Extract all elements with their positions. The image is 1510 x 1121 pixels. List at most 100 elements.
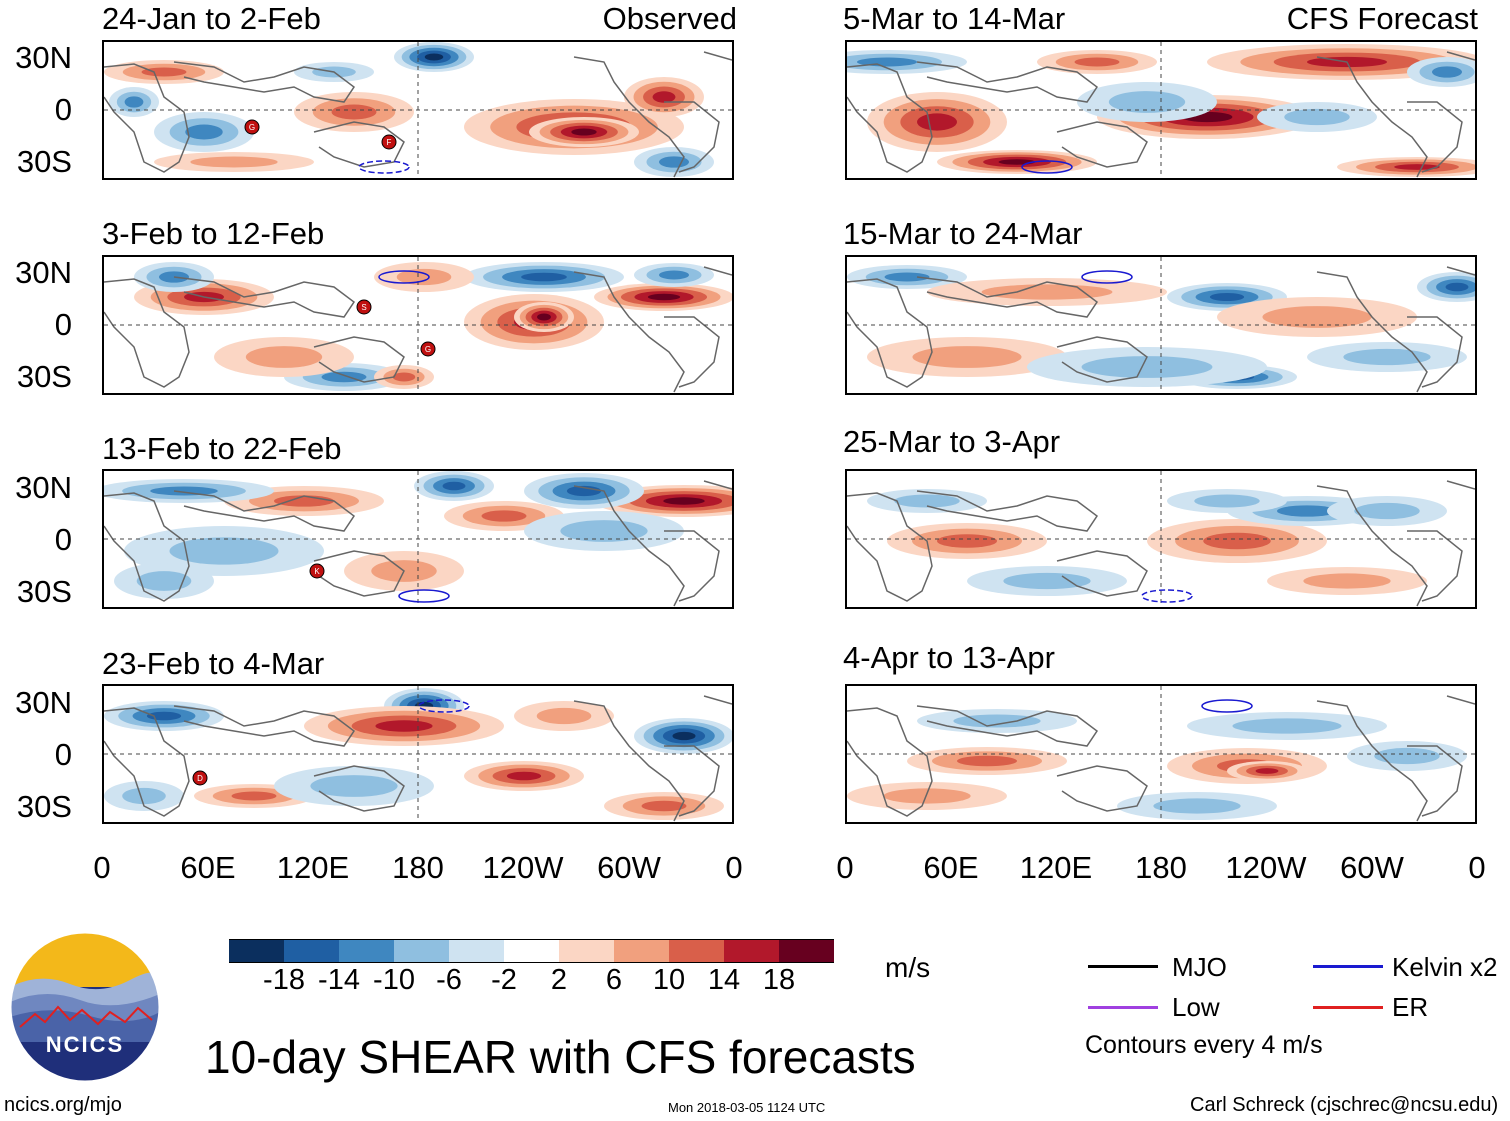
positive-shear-anomaly [1303,573,1391,589]
colorbar-swatch [669,940,724,962]
coastline [916,705,1099,747]
negative-shear-anomaly [659,156,689,168]
panel-title-fc-3: 25-Mar to 3-Apr [843,424,1061,459]
coastline [313,550,405,597]
colorbar-unit: m/s [885,952,931,983]
coastline [1316,271,1428,393]
coastline [703,266,732,276]
lon-label-60e: 60E [923,850,979,885]
colorbar-tick-label: -6 [436,964,462,996]
storm-marker-label: D [197,774,203,783]
storm-marker: D [192,770,208,786]
positive-shear-anomaly [396,268,452,286]
coastline [1316,56,1428,178]
shear-field-map [847,257,1475,393]
lon-label-60w: 60W [1340,850,1404,885]
map-panel-fc-1 [845,40,1477,180]
negative-shear-anomaly [310,775,398,797]
coastline [573,485,685,607]
positive-shear-anomaly [663,497,705,505]
colorbar-tick-label: 10 [652,964,686,996]
coastline [847,278,933,388]
kelvin-contour [378,270,430,284]
positive-shear-anomaly [917,113,957,131]
lon-label-180: 180 [392,850,444,885]
negative-shear-anomaly [1003,572,1091,590]
shear-field-map [847,42,1475,178]
coastline [104,492,190,602]
negative-shear-anomaly [953,714,1041,728]
negative-shear-anomaly [1232,718,1342,734]
negative-shear-anomaly [1445,282,1469,292]
coastline [1056,765,1148,812]
positive-shear-anomaly [274,495,334,507]
positive-shear-anomaly [937,534,997,548]
positive-shear-anomaly [1394,164,1440,170]
storm-marker-label: G [249,123,255,132]
main-title: 10-day SHEAR with CFS forecasts [205,1031,916,1083]
negative-shear-anomaly [1343,348,1431,366]
storm-marker-label: F [387,138,392,147]
positive-shear-anomaly [957,755,1017,767]
coastline [847,707,933,817]
negative-shear-anomaly [185,124,223,140]
negative-shear-anomaly [1108,91,1186,113]
map-panel-fc-3 [845,469,1477,609]
colorbar-tick-label: -10 [373,964,415,996]
coastline [847,63,933,173]
coastline [1407,530,1463,602]
shear-field-map [847,686,1475,822]
storm-marker: K [309,563,325,579]
colorbar-tick-label: 14 [707,964,741,996]
colorbar-tick-label: -18 [263,964,305,996]
panel-title-obs-4: 23-Feb to 4-Mar [102,646,325,681]
kelvin-contour [1021,160,1073,174]
legend-line-low [1088,1006,1158,1009]
positive-shear-anomaly [652,91,676,103]
panel-title-fc-2: 15-Mar to 24-Mar [843,216,1083,251]
negative-shear-anomaly [1354,502,1420,520]
coastline [703,695,732,705]
shear-field-map: GF [104,42,732,178]
positive-shear-anomaly [392,372,416,382]
lat-label-30s: 30S [16,789,72,824]
colorbar-swatch [284,940,339,962]
coastline [173,61,356,103]
lat-label-eq: 0 [54,307,72,342]
lon-label-120e: 120E [1019,850,1093,885]
legend-label-mjo: MJO [1172,952,1227,982]
coastline [173,490,356,532]
storm-marker: F [381,134,397,150]
positive-shear-anomaly [1074,57,1120,67]
lon-label-180: 180 [1135,850,1187,885]
map-panel-fc-4 [845,684,1477,824]
storm-marker: S [356,299,372,315]
coastline [1056,336,1148,383]
positive-shear-anomaly [981,284,1113,300]
negative-shear-anomaly [442,481,466,491]
positive-shear-anomaly [375,720,433,732]
lat-label-30s: 30S [16,144,72,179]
coastline [1446,266,1475,276]
positive-shear-anomaly [647,293,681,301]
negative-shear-anomaly [150,486,218,496]
coastline [1316,700,1428,822]
kelvin-contour [1141,589,1193,603]
legend-line-er [1313,1006,1383,1009]
lat-label-30s: 30S [16,574,72,609]
lon-label-60w: 60W [597,850,661,885]
kelvin-contour [358,160,410,174]
panel-title-obs-3: 13-Feb to 22-Feb [102,431,342,466]
negative-shear-anomaly [1432,66,1462,78]
coastline [573,56,685,178]
colorbar-swatch [394,940,449,962]
legend-label-kelvin: Kelvin x2 [1392,952,1498,982]
coastline [664,101,720,173]
lon-label-0: 0 [93,850,111,885]
coastline [703,51,732,61]
cfs-forecast-label: CFS Forecast [1286,1,1478,36]
positive-shear-anomaly [1262,306,1372,328]
coastline [313,765,405,812]
footer-url[interactable]: ncics.org/mjo [4,1094,122,1116]
